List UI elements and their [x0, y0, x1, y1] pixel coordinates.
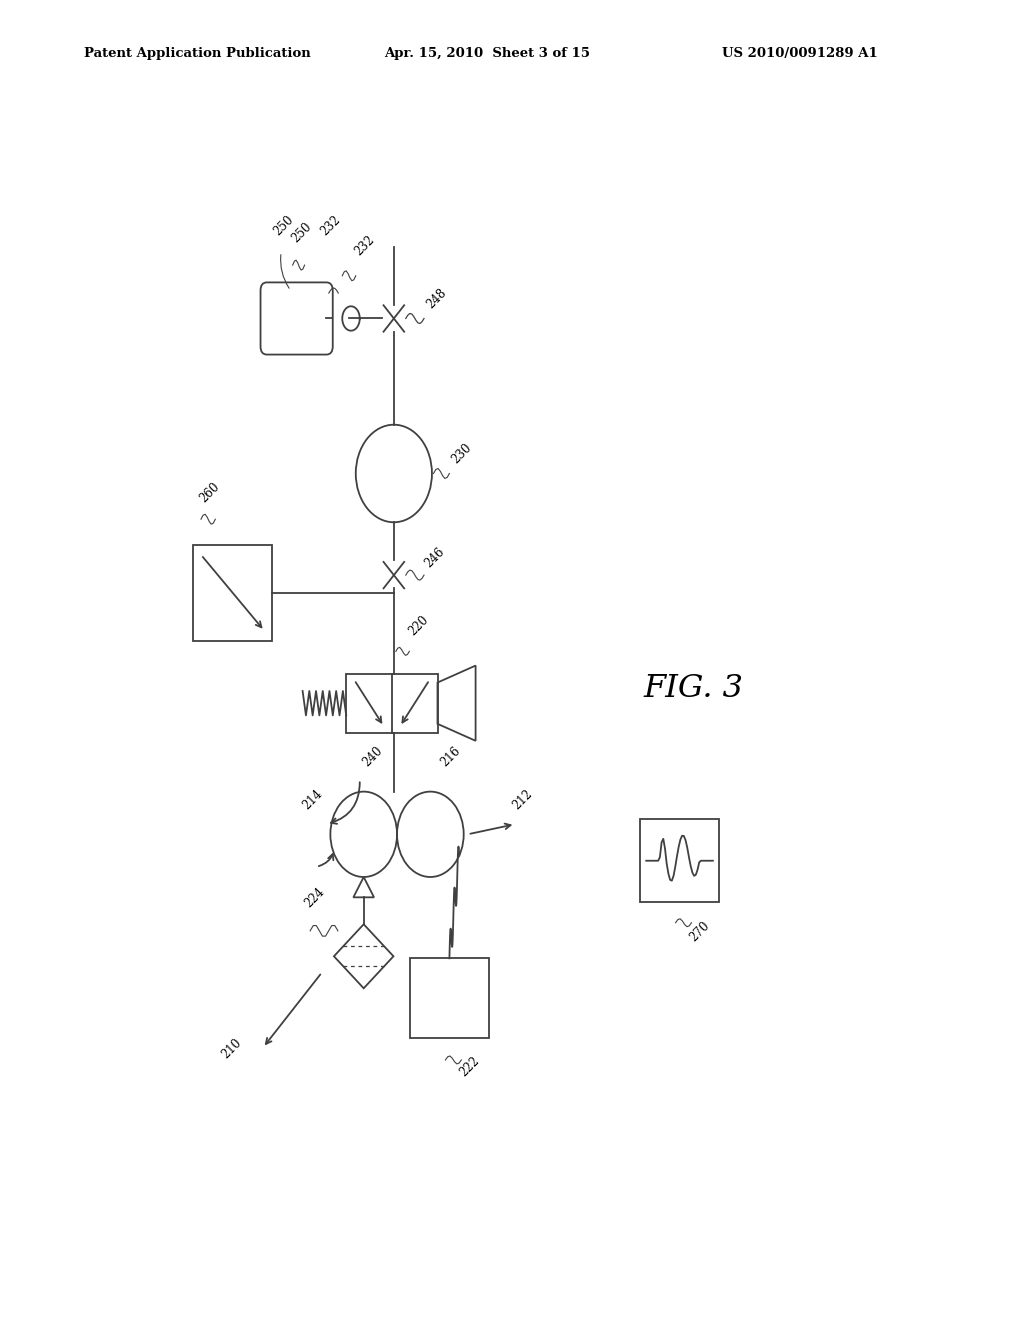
Text: FIG. 3: FIG. 3: [644, 673, 743, 704]
Text: 222: 222: [458, 1055, 482, 1080]
Text: 250: 250: [289, 219, 313, 244]
Text: 210: 210: [219, 1036, 244, 1061]
Bar: [346, 673, 437, 733]
Text: 270: 270: [687, 919, 713, 944]
Text: 216: 216: [438, 744, 463, 770]
Text: 232: 232: [318, 213, 343, 238]
Bar: [194, 545, 272, 642]
Bar: [410, 958, 489, 1038]
Text: 232: 232: [352, 234, 378, 259]
Text: Patent Application Publication: Patent Application Publication: [84, 46, 310, 59]
Text: 214: 214: [300, 787, 326, 812]
Text: 212: 212: [510, 787, 535, 812]
Text: 260: 260: [197, 480, 222, 506]
Text: 248: 248: [424, 286, 449, 312]
Text: Apr. 15, 2010  Sheet 3 of 15: Apr. 15, 2010 Sheet 3 of 15: [384, 46, 590, 59]
Bar: [640, 818, 719, 903]
Text: 250: 250: [270, 213, 296, 238]
Text: 240: 240: [359, 744, 385, 770]
Text: 220: 220: [407, 614, 431, 638]
Text: 230: 230: [450, 441, 474, 466]
Text: 246: 246: [423, 545, 447, 570]
Text: 224: 224: [302, 886, 327, 911]
Text: US 2010/0091289 A1: US 2010/0091289 A1: [722, 46, 878, 59]
